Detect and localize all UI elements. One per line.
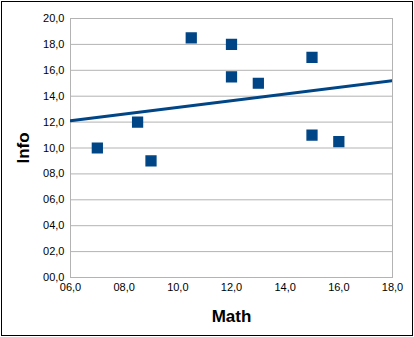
svg-text:08,0: 08,0: [113, 281, 134, 293]
svg-text:18,0: 18,0: [43, 38, 64, 50]
svg-text:16,0: 16,0: [328, 281, 349, 293]
svg-text:Math: Math: [212, 307, 252, 326]
svg-text:14,0: 14,0: [274, 281, 295, 293]
svg-text:16,0: 16,0: [43, 64, 64, 76]
svg-text:10,0: 10,0: [167, 281, 188, 293]
svg-text:Info: Info: [14, 132, 33, 163]
svg-text:06,0: 06,0: [43, 193, 64, 205]
svg-text:12,0: 12,0: [43, 116, 64, 128]
svg-text:04,0: 04,0: [43, 219, 64, 231]
svg-text:02,0: 02,0: [43, 245, 64, 257]
svg-text:20,0: 20,0: [43, 12, 64, 24]
svg-text:08,0: 08,0: [43, 167, 64, 179]
svg-text:10,0: 10,0: [43, 142, 64, 154]
svg-text:06,0: 06,0: [60, 281, 81, 293]
svg-text:18,0: 18,0: [382, 281, 403, 293]
svg-text:12,0: 12,0: [221, 281, 242, 293]
svg-text:00,0: 00,0: [43, 271, 65, 283]
svg-text:14,0: 14,0: [43, 90, 64, 102]
